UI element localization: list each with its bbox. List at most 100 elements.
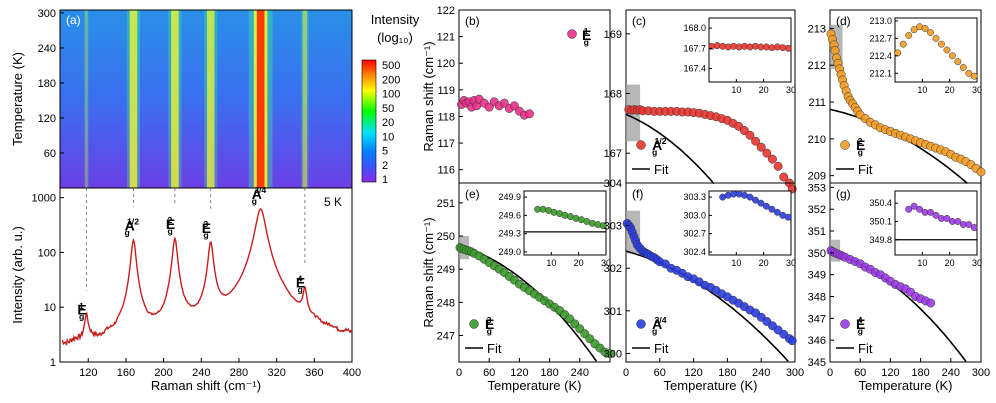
panel-g-fit-line bbox=[829, 252, 967, 362]
panel-c-inset-xtick-label-0: 10 bbox=[731, 85, 741, 95]
panel-f-inset-point-5 bbox=[746, 193, 754, 201]
spectrum-ytick-label-1: 10 bbox=[44, 302, 56, 314]
panel-g-ytick-label-8: 353 bbox=[808, 182, 826, 194]
panel-g-xtick-label-4: 240 bbox=[942, 367, 960, 379]
peak-label-3-sub: g bbox=[203, 230, 208, 240]
heatmap-ytick-label-1: 120 bbox=[38, 113, 56, 125]
spectrum-ylabel: Intensity (arb. u.) bbox=[10, 226, 25, 324]
panel-c-legend-label-sub: g bbox=[652, 147, 657, 157]
panel-label-d: (d) bbox=[836, 14, 851, 28]
colorbar-tick-3: 50 bbox=[382, 103, 394, 115]
peak-label-2-base: E bbox=[166, 216, 175, 232]
panel-g-inset-xtick-label-0: 10 bbox=[917, 258, 927, 268]
peak-label-4-base: A bbox=[252, 186, 262, 202]
panel-f-ytick-label-1: 301 bbox=[604, 306, 622, 318]
colorbar-title: Intensity bbox=[371, 12, 420, 27]
panel-b-point-17 bbox=[525, 109, 534, 119]
heatmap-ytick-label-3: 240 bbox=[38, 43, 56, 55]
panel-g-xtick-label-5: 300 bbox=[972, 367, 990, 379]
panel-g-inset-xtick-label-1: 20 bbox=[945, 258, 955, 268]
panel-label-e: (e) bbox=[465, 187, 480, 201]
panel-d-ytick-label-1: 210 bbox=[808, 134, 826, 146]
panel-e-inset-ytick-label-0: 249.9 bbox=[498, 192, 521, 202]
panel-d-inset-point-13 bbox=[965, 69, 973, 77]
peak-label-0-sub: g bbox=[79, 312, 84, 322]
peak-label-5-base: E bbox=[296, 275, 305, 291]
panel-e-xtick-label-4: 240 bbox=[571, 367, 589, 379]
peak-label-4: A3/4 g bbox=[252, 185, 267, 206]
panel-g-xtick-label-0: 0 bbox=[827, 367, 833, 379]
panel-c-inset-point-14 bbox=[784, 44, 792, 52]
panel-e-xlabel: Temperature (K) bbox=[488, 378, 582, 393]
panel-e-legend-fit-label: Fit bbox=[487, 341, 502, 356]
panel-c-legend-fit-label: Fit bbox=[654, 162, 669, 177]
panel-g-inset-point-2 bbox=[916, 205, 924, 213]
panel-g-xlabel: Temperature (K) bbox=[859, 378, 953, 393]
panel-d-legend-label-sub: g bbox=[858, 147, 863, 157]
panel-b-ytick-label-5: 121 bbox=[437, 32, 455, 44]
panel-b-legend-label-sup: 1 bbox=[584, 26, 589, 36]
panel-f-xtick-label-3: 180 bbox=[718, 367, 736, 379]
panel-f-ytick-label-3: 303 bbox=[604, 221, 622, 233]
panel-f-inset-point-7 bbox=[757, 199, 765, 207]
panel-g-inset-point-11 bbox=[965, 221, 973, 228]
panel-g-ytick-label-3: 348 bbox=[808, 292, 826, 304]
panel-c-inset: 168.0 167.7 167.4 10 20 30 bbox=[683, 17, 796, 95]
peak-label-2-sup: 2 bbox=[168, 215, 173, 225]
panel-g-ytick-label-0: 345 bbox=[808, 357, 826, 369]
panel-f-inset-xtick-label-0: 10 bbox=[731, 258, 741, 268]
panel-g-ytick-label-1: 346 bbox=[808, 335, 826, 347]
panel-g-legend-label: E4 g bbox=[856, 315, 865, 336]
panel-e-inset-point-12 bbox=[599, 222, 607, 230]
panel-g-inset: 350.4 350.1 349.8 10 20 30 bbox=[869, 190, 982, 268]
panel-label-b: (b) bbox=[465, 14, 480, 28]
spectrum-xtick-label-0: 120 bbox=[79, 367, 97, 379]
panel-g-ytick-label-2: 347 bbox=[808, 313, 826, 325]
peak-label-1-sup: 1/2 bbox=[127, 217, 139, 227]
panel-f-inset-point-12 bbox=[784, 213, 792, 221]
panel-label-c: (c) bbox=[632, 14, 646, 28]
spectrum-ytick-label-2: 100 bbox=[38, 247, 56, 259]
panel-f-inset-point-6 bbox=[752, 196, 759, 204]
heatmap-line-2 bbox=[171, 10, 179, 188]
panel-g-point-23 bbox=[926, 298, 936, 308]
colorbar-tick-1: 200 bbox=[382, 74, 400, 86]
panel-e-ytick-label-1: 248 bbox=[437, 297, 455, 309]
colorbar bbox=[361, 59, 377, 183]
panel-g-frame bbox=[829, 182, 982, 363]
panel-f-inset-ytick-label-2: 302.7 bbox=[683, 229, 706, 239]
panel-d-point-40 bbox=[976, 167, 986, 177]
panel-f-ytick-label-0: 300 bbox=[604, 348, 622, 360]
heatmap-line-3 bbox=[206, 10, 215, 188]
panel-c-inset-xtick-label-2: 30 bbox=[786, 85, 796, 95]
panel-c-legend-label-sup: 1/2 bbox=[655, 136, 667, 146]
panel-b-ytick-label-1: 117 bbox=[437, 138, 455, 150]
panel-e-inset-ytick-label-2: 249.3 bbox=[498, 229, 521, 239]
peak-label-5-sub: g bbox=[298, 285, 303, 295]
panel-d-legend-label-base: E bbox=[856, 137, 865, 153]
panel-b-legend-label: E1 g bbox=[582, 26, 591, 47]
panel-f-xlabel: Temperature (K) bbox=[664, 378, 758, 393]
panel-g-inset-point-1 bbox=[910, 202, 918, 210]
panel-f-inset-ytick-label-3: 302.4 bbox=[683, 247, 706, 257]
panel-d-inset-ytick-label-1: 212.7 bbox=[869, 33, 892, 43]
panel-d-inset: 213.0 212.7 212.4 212.1 10 20 30 bbox=[869, 16, 982, 95]
panel-c-legend-marker bbox=[636, 140, 646, 150]
panel-e-ylabel: Raman shift (cm⁻¹) bbox=[421, 217, 436, 327]
panel-g-xtick-label-3: 180 bbox=[911, 367, 929, 379]
panel-e-legend-label-sup: 3 bbox=[487, 315, 492, 325]
heatmap-line-1 bbox=[129, 10, 138, 188]
panel-e-legend-marker bbox=[469, 319, 479, 329]
panel-c-point-29 bbox=[773, 161, 783, 171]
panel-b-legend-label-sub: g bbox=[584, 37, 589, 47]
panel-c-legend-label-base: A bbox=[652, 137, 662, 153]
panel-e-xtick-label-1: 60 bbox=[483, 367, 495, 379]
panel-label-f: (f) bbox=[632, 187, 643, 201]
panel-b-ytick-label-4: 120 bbox=[437, 58, 455, 70]
panel-g-inset-point-5 bbox=[932, 211, 940, 219]
colorbar-tick-5: 10 bbox=[382, 131, 394, 143]
panel-d-inset-point-6 bbox=[927, 29, 934, 36]
